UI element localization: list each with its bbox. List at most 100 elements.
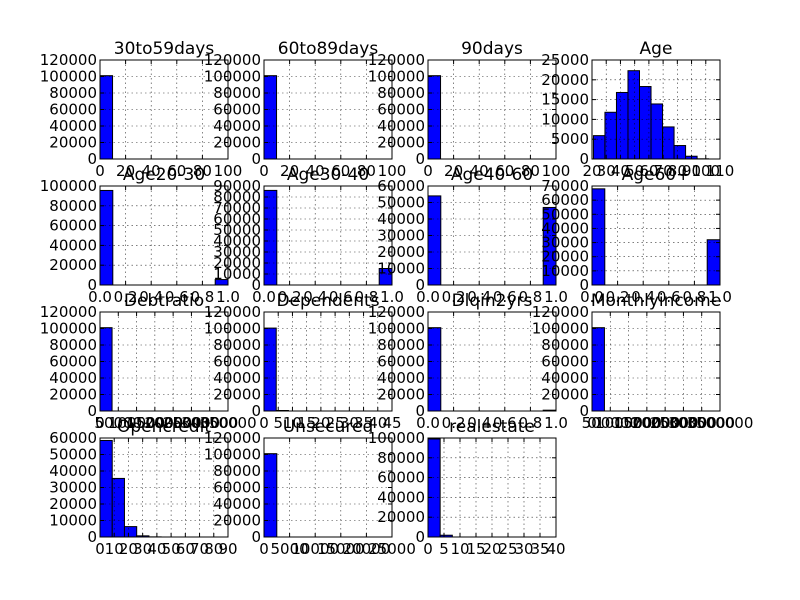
y-tick-label: 10000 [541, 262, 589, 280]
x-tick-label: 0.6 [493, 288, 517, 306]
y-tick-label: 60000 [377, 469, 425, 487]
x-tick-label: 30 [514, 540, 533, 558]
y-tick-label: 80000 [377, 449, 425, 467]
x-tick-label: 10000 [291, 540, 339, 558]
x-tick-label: 35 [354, 414, 373, 432]
x-tick-label: 40 [306, 162, 325, 180]
x-tick-label: 0.8 [518, 414, 542, 432]
x-tick-label: 90 [682, 162, 701, 180]
y-tick-label: 120000 [204, 303, 261, 321]
y-tick-label: 50000 [49, 446, 97, 464]
y-tick-label: 10000 [541, 110, 589, 128]
x-tick-label: 100 [542, 162, 571, 180]
x-tick-label: 0.0 [88, 288, 112, 306]
y-tick-label: 40000 [377, 488, 425, 506]
y-tick-label: 20000 [541, 386, 589, 404]
x-tick-label: 0 [259, 414, 269, 432]
y-tick-label: 80000 [213, 336, 261, 354]
panel-title: Age [640, 39, 673, 59]
x-tick-label: 0.6 [165, 288, 189, 306]
x-tick-label: 350000 [199, 414, 256, 432]
y-tick-label: 10000 [213, 265, 261, 283]
x-tick-label: 45 [382, 414, 401, 432]
y-tick-label: 40000 [49, 117, 97, 135]
histogram-panel: 0.0 0.2 0.4 0.6 0.8 1.00100002000030000400005… [377, 165, 568, 306]
histogram-bar [427, 75, 442, 160]
axes-frame [263, 59, 393, 160]
x-tick-label: 3500000 [687, 414, 754, 432]
x-tick-label: 0.8 [190, 288, 214, 306]
y-tick-label: 80000 [49, 197, 97, 215]
panel-title: Dependents [276, 291, 379, 311]
y-tick-label: 50000 [541, 205, 589, 223]
y-tick-label: 120000 [368, 51, 425, 69]
y-tick-label: 100000 [368, 68, 425, 86]
axes-frame [263, 311, 393, 412]
y-tick-label: 20000 [49, 134, 97, 152]
histogram-panel: 0.0 0.2 0.4 0.6 0.8 1.00200004000060000800001… [368, 291, 568, 432]
y-tick-label: 40000 [377, 369, 425, 387]
y-tick-label: 20000 [377, 508, 425, 526]
histogram-bar [263, 189, 278, 286]
x-tick-label: 60 [167, 162, 186, 180]
axes-frame [99, 59, 229, 160]
y-tick-label: 40000 [213, 369, 261, 387]
x-tick-label: 3000000 [668, 414, 735, 432]
x-tick-label: 5 [439, 540, 449, 558]
x-tick-label: 40 [368, 414, 387, 432]
y-tick-label: 0 [251, 528, 261, 546]
y-tick-label: 20000 [213, 254, 261, 272]
x-tick-label: 2000000 [632, 414, 699, 432]
y-tick-label: 0 [579, 150, 589, 168]
x-tick-label: 80 [204, 540, 223, 558]
x-tick-label: 5 [273, 414, 283, 432]
x-tick-label: 50 [162, 540, 181, 558]
x-tick-label: 0 [95, 414, 105, 432]
y-tick-label: 0 [415, 528, 425, 546]
x-tick-label: 60 [331, 162, 350, 180]
y-tick-label: 20000 [49, 256, 97, 274]
histogram-bar [706, 239, 721, 286]
panel-title: 30to59days [114, 39, 215, 59]
panel-title: Opencredit [117, 417, 211, 437]
y-tick-label: 120000 [204, 429, 261, 447]
axes-frame [263, 437, 393, 538]
x-tick-label: 10 [283, 414, 302, 432]
y-tick-label: 100000 [368, 429, 425, 447]
y-tick-label: 20000 [49, 495, 97, 513]
histogram-bar [99, 327, 113, 412]
y-tick-label: 60000 [213, 479, 261, 497]
x-tick-label: 40 [546, 540, 565, 558]
y-tick-label: 60000 [49, 217, 97, 235]
histogram-bar [615, 91, 629, 160]
y-tick-label: 60000 [213, 210, 261, 228]
x-tick-label: 60 [639, 162, 658, 180]
axes-frame [591, 311, 721, 412]
x-tick-label: 25000 [368, 540, 416, 558]
x-tick-label: 20 [444, 162, 463, 180]
y-tick-label: 20000 [377, 243, 425, 261]
y-tick-label: 90000 [213, 177, 261, 195]
axes-frame [99, 437, 229, 538]
x-tick-label: 0.4 [467, 288, 491, 306]
y-tick-label: 30000 [49, 479, 97, 497]
x-tick-label: 200000 [145, 414, 202, 432]
y-tick-label: 0 [251, 402, 261, 420]
x-tick-label: 0 [95, 162, 105, 180]
x-tick-label: 0.6 [493, 414, 517, 432]
panel-title: Unsecured [283, 417, 374, 437]
y-tick-label: 40000 [213, 232, 261, 250]
x-tick-label: 30 [340, 414, 359, 432]
x-tick-label: 15 [297, 414, 316, 432]
y-tick-label: 100000 [204, 68, 261, 86]
y-tick-label: 100000 [40, 320, 97, 338]
y-tick-label: 100000 [532, 320, 589, 338]
x-tick-label: 20 [119, 540, 138, 558]
y-tick-label: 5000 [551, 130, 589, 148]
x-tick-label: 15 [466, 540, 485, 558]
x-tick-label: 35 [530, 540, 549, 558]
histogram-panel: 0 500010000150002000025000020000400006000… [204, 417, 416, 558]
y-tick-label: 20000 [541, 248, 589, 266]
histogram-bar [263, 453, 278, 538]
x-tick-label: 150000 [126, 414, 183, 432]
